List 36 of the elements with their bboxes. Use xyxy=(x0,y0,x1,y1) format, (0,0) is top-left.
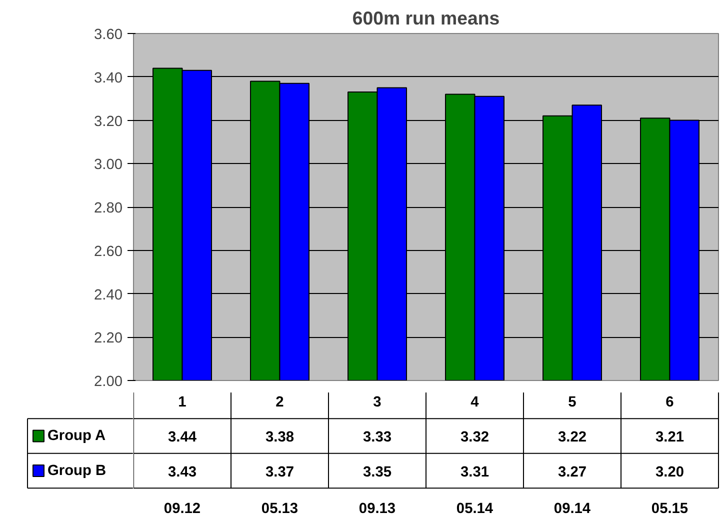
legend-label: Group A xyxy=(48,428,106,444)
x-tick-label: 3 xyxy=(373,394,382,411)
y-tick-label: 3.20 xyxy=(94,114,123,130)
data-label: 3.32 xyxy=(460,429,490,446)
text: 09.13 xyxy=(358,500,396,517)
data-label: 3.44 xyxy=(168,429,198,446)
x-tick-label: 2 xyxy=(276,394,284,411)
y-tick-label: 2.20 xyxy=(94,330,123,347)
y-tick-label: 2.40 xyxy=(94,287,123,304)
y-tick-label: 2.60 xyxy=(94,244,123,260)
y-tick-label: 3.60 xyxy=(94,27,123,43)
data-label: 3.31 xyxy=(460,464,490,480)
text: 05.14 xyxy=(456,500,494,517)
chart-title: 600m run means xyxy=(352,8,500,28)
x-tick-label: 1 xyxy=(178,394,186,411)
legend-label: Group B xyxy=(48,462,106,479)
x-tick-label: 5 xyxy=(568,394,576,411)
text: 05.13 xyxy=(261,500,298,517)
data-label: 3.21 xyxy=(655,429,684,446)
y-tick-label: 3.40 xyxy=(94,70,123,86)
data-label: 3.27 xyxy=(558,464,587,480)
data-label: 3.33 xyxy=(362,429,392,446)
data-label: 3.37 xyxy=(265,464,294,480)
y-tick-label: 2.00 xyxy=(94,374,123,390)
text: 09.12 xyxy=(164,500,201,517)
y-tick-label: 3.00 xyxy=(94,157,123,174)
data-label: 3.35 xyxy=(362,464,392,480)
data-label: 3.20 xyxy=(655,464,684,480)
y-tick-label: 2.80 xyxy=(94,200,123,216)
data-label: 3.38 xyxy=(265,429,294,446)
x-tick-label: 6 xyxy=(666,394,674,411)
data-label: 3.22 xyxy=(558,429,587,446)
x-tick-label: 4 xyxy=(470,394,480,411)
text: 05.15 xyxy=(651,500,688,517)
text: 09.14 xyxy=(554,500,592,517)
data-label: 3.43 xyxy=(168,464,197,480)
